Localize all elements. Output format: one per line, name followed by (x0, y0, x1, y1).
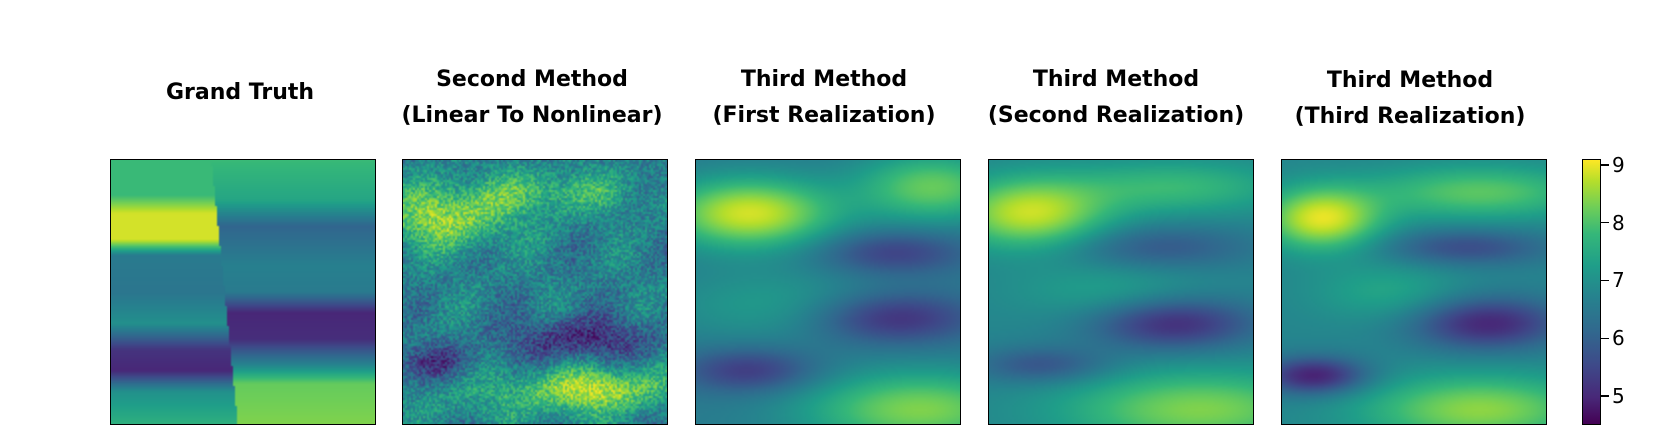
colorbar-tick (1601, 395, 1609, 397)
panel-title-3-line2: (First Realization) (712, 103, 936, 128)
heatmap-canvas-4 (989, 160, 1253, 424)
heatmap-grand-truth (110, 159, 376, 425)
panel-title-3: Third Method (First Realization) (674, 62, 974, 134)
heatmap-second-method (402, 159, 668, 425)
heatmap-canvas-5 (1282, 160, 1546, 424)
panel-title-5: Third Method (Third Realization) (1260, 63, 1560, 135)
colorbar-tick-label: 8 (1612, 210, 1625, 235)
heatmap-third-method-second (988, 159, 1254, 425)
panel-title-1: Grand Truth (90, 75, 390, 111)
heatmap-third-method-first (695, 159, 961, 425)
panel-title-4: Third Method (Second Realization) (966, 62, 1266, 134)
heatmap-third-method-third (1281, 159, 1547, 425)
colorbar-tick-label: 7 (1612, 268, 1625, 293)
colorbar-tick (1601, 337, 1609, 339)
panel-title-2-line2: (Linear To Nonlinear) (401, 103, 663, 128)
panel-title-5-line2: (Third Realization) (1294, 104, 1526, 129)
panel-title-3-line1: Third Method (740, 67, 908, 92)
colorbar-tick (1601, 221, 1609, 224)
colorbar-tick-label: 6 (1612, 326, 1625, 351)
heatmap-canvas-3 (696, 160, 960, 424)
heatmap-canvas-1 (111, 160, 375, 424)
colorbar-tick-label: 5 (1612, 384, 1625, 409)
heatmap-canvas-2 (403, 160, 667, 424)
panel-title-4-line2: (Second Realization) (987, 103, 1245, 128)
panel-title-1-line1: Grand Truth (165, 80, 315, 105)
panel-title-4-line1: Third Method (1032, 67, 1200, 92)
panel-title-2-line1: Second Method (436, 67, 628, 92)
colorbar-tick-label: 9 (1612, 152, 1625, 177)
colorbar-tick (1601, 164, 1609, 166)
colorbar (1582, 159, 1601, 425)
panel-title-5-line1: Third Method (1326, 68, 1494, 93)
panel-title-2: Second Method (Linear To Nonlinear) (382, 62, 682, 134)
colorbar-tick (1601, 279, 1609, 282)
